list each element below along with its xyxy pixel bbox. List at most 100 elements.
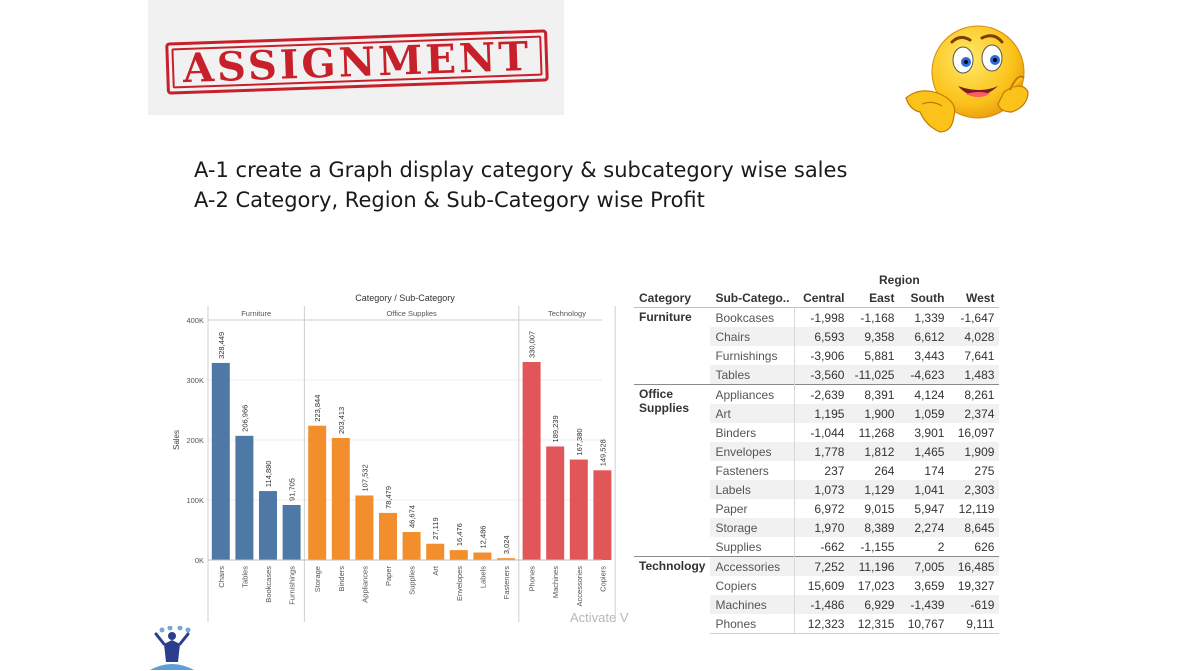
table-row: Chairs 6,593 9,358 6,612 4,028	[634, 327, 1000, 346]
profit-value-cell: 15,609	[793, 576, 850, 595]
x-tick-label: Supplies	[408, 566, 417, 595]
bar-bookcases	[259, 491, 277, 560]
profit-value-cell: 1,900	[849, 404, 900, 423]
bar-furnishings	[282, 504, 301, 560]
profit-value-cell: 8,389	[849, 518, 900, 537]
bar-copiers	[593, 470, 612, 560]
bar-accessories	[569, 459, 588, 560]
profit-value-cell: 8,645	[949, 518, 1000, 537]
table-row: Fasteners 237 264 174 275	[634, 461, 999, 480]
data-label: 12,486	[478, 526, 487, 549]
x-tick-label: Envelopes	[455, 566, 464, 601]
y-axis-label: Sales	[172, 430, 181, 450]
thinking-emoji-icon	[905, 25, 1029, 133]
x-tick-label: Art	[431, 565, 440, 576]
bar-chairs	[211, 362, 230, 560]
x-tick-label: Phones	[528, 566, 537, 592]
table-row: Supplies -662 -1,155 2 626	[634, 537, 999, 557]
data-label: 189,239	[551, 415, 560, 442]
data-label: 203,413	[337, 407, 346, 434]
profit-value-cell: -1,998	[793, 307, 850, 327]
profit-value-cell: 12,323	[793, 614, 850, 634]
data-label: 78,479	[384, 486, 393, 509]
subcategory-cell: Paper	[715, 501, 748, 516]
profit-value-cell: 174	[924, 463, 945, 478]
profit-value-cell: -11,025	[849, 365, 900, 385]
bar-envelopes	[449, 550, 468, 560]
profit-value-cell: 12,119	[958, 501, 995, 516]
profit-value-cell: 6,929	[849, 595, 900, 614]
subcategory-cell: Fasteners	[715, 463, 769, 478]
profit-value-cell: -1,486	[793, 595, 850, 614]
profit-value-cell: 6,593	[793, 327, 850, 346]
region-header: Region	[879, 273, 920, 287]
header-category: Category	[634, 288, 711, 308]
profit-value-cell: 264	[874, 463, 895, 478]
profit-value-cell: 8,261	[949, 384, 1000, 404]
x-tick-label: Binders	[337, 566, 346, 592]
subcategory-cell: Envelopes	[710, 442, 795, 461]
profit-value-cell: 2	[937, 539, 945, 554]
x-tick-label: Paper	[384, 565, 393, 586]
profit-value-cell: -2,639	[793, 384, 850, 404]
profit-value-cell: -4,623	[899, 365, 950, 385]
profit-value-cell: 5,881	[864, 348, 895, 363]
data-label: 167,380	[575, 428, 584, 455]
data-label: 330,007	[528, 331, 537, 358]
subcategory-cell: Furnishings	[715, 348, 778, 363]
subcategory-cell: Machines	[710, 595, 795, 614]
category-cell: Office Supplies	[634, 384, 711, 557]
panel-header-office-supplies: Office Supplies	[386, 309, 437, 318]
table-row: Technology Accessories 7,252 11,196 7,005 16,…	[634, 556, 1000, 634]
subcategory-cell: Phones	[710, 614, 795, 634]
task-a1-text: A-1 create a Graph display category & su…	[194, 158, 848, 182]
header-subcategory: Sub-Catego..	[710, 288, 795, 308]
y-tick-label: 0K	[195, 556, 204, 565]
table-row: Art 1,195 1,900 1,059 2,374	[634, 404, 1000, 423]
assignment-stamp: ASSIGNMENT	[165, 29, 549, 95]
profit-value-cell: 1,059	[899, 404, 950, 423]
x-tick-label: Bookcases	[264, 566, 273, 603]
table-row: Office Supplies Appliances -2,639 8,391 4,12…	[634, 384, 1000, 557]
profit-value-cell: 1,483	[949, 365, 1000, 385]
table-row: Copiers 15,609 17,023 3,659 19,327	[634, 576, 999, 595]
profit-value-cell: 9,358	[849, 327, 900, 346]
profit-value-cell: -619	[949, 595, 1000, 614]
data-label: 107,532	[360, 464, 369, 491]
profit-value-cell: 4,124	[899, 384, 950, 404]
profit-value-cell: 2,303	[949, 480, 1000, 499]
table-row: Storage 1,970 8,389 2,274 8,645	[634, 518, 1000, 537]
data-label: 16,476	[455, 523, 464, 546]
subcategory-cell: Labels	[710, 480, 795, 499]
profit-value-cell: 3,901	[914, 425, 945, 440]
profit-value-cell: 6,612	[899, 327, 950, 346]
header-east: East	[849, 288, 900, 308]
category-cell: Technology	[634, 556, 711, 634]
profit-value-cell: -1,044	[793, 423, 850, 442]
assignment-banner: ASSIGNMENT	[148, 0, 564, 115]
x-tick-label: Labels	[478, 566, 487, 588]
bar-labels	[473, 552, 492, 560]
profit-value-cell: 1,778	[793, 442, 850, 461]
table-row: Tables -3,560 -11,025 -4,623 1,483	[634, 365, 1000, 385]
x-tick-label: Fasteners	[502, 566, 511, 600]
subcategory-cell: Bookcases	[715, 310, 775, 325]
profit-value-cell: 237	[793, 461, 850, 480]
x-tick-label: Tables	[240, 566, 249, 588]
header-west: West	[949, 288, 1000, 308]
activate-watermark: Activate V	[570, 610, 629, 625]
chart-title: Category / Sub-Category	[355, 293, 455, 303]
profit-value-cell: 2,374	[949, 404, 1000, 423]
x-tick-label: Copiers	[598, 566, 607, 592]
profit-value-cell: 16,097	[957, 425, 995, 440]
subcategory-cell: Supplies	[715, 539, 762, 554]
bar-paper	[379, 512, 397, 560]
table-row: Phones 12,323 12,315 10,767 9,111	[634, 614, 1000, 634]
profit-value-cell: -1,647	[960, 310, 995, 325]
bar-tables	[235, 435, 254, 560]
profit-value-cell: 1,041	[899, 480, 950, 499]
profit-value-cell: 275	[974, 463, 995, 478]
y-tick-label: 200K	[186, 436, 204, 445]
profit-value-cell: 12,315	[849, 614, 900, 634]
subcategory-cell: Accessories	[710, 556, 795, 576]
